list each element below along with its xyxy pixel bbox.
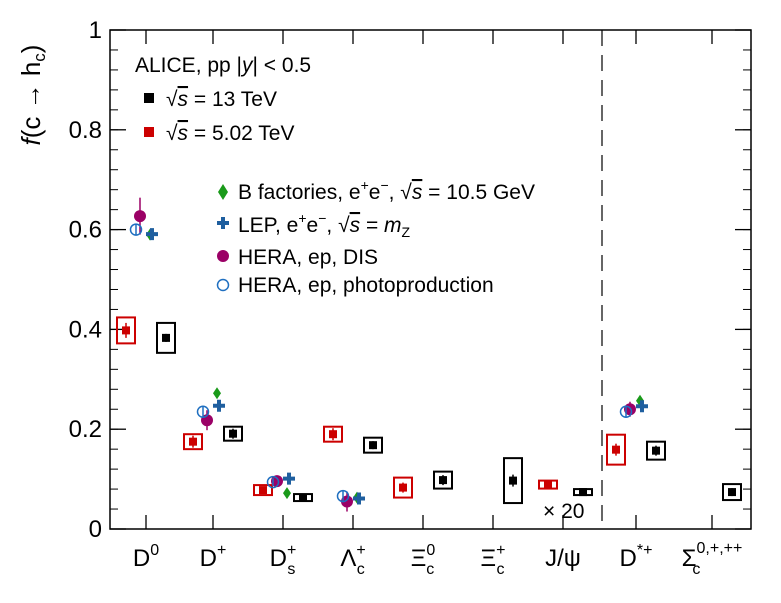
data-point <box>213 387 221 400</box>
y-tick-label: 1 <box>89 17 102 44</box>
data-point <box>196 405 210 418</box>
y-tick-label: 0.2 <box>69 416 102 443</box>
category-label-xicplus: Ξ+ c <box>481 542 506 578</box>
legend-top: ALICE, pp |y| < 0.5 √s = 13 TeV √s = 5.0… <box>135 54 311 145</box>
legend-label-bfactories: B factories, e+e−, √s = 10.5 GeV <box>238 177 535 204</box>
legend-marker-13tev <box>144 93 154 103</box>
data-point <box>369 441 377 450</box>
category-label-d0: D0 <box>133 542 159 572</box>
data-point <box>728 488 736 497</box>
x-axis-labels: D0 D+ D+ s Λ+ c Ξ0 c Ξ+ c J/ψ D*+ Σ0,+,++ c <box>133 540 742 578</box>
data-point <box>259 486 267 495</box>
data-point <box>652 446 660 455</box>
series-0 <box>156 321 742 505</box>
y-axis-title: f(c → hc) <box>16 45 49 146</box>
series-4 <box>134 197 636 512</box>
data-point <box>439 476 447 485</box>
data-point <box>619 405 633 418</box>
scale-annotation: × 20 <box>543 500 584 523</box>
legend-marker-hera-photo <box>216 278 230 292</box>
syst-box <box>606 433 626 466</box>
syst-box <box>722 483 742 502</box>
syst-box <box>156 321 176 354</box>
data-point <box>636 400 648 413</box>
legend-reference: B factories, e+e−, √s = 10.5 GeV LEP, e+… <box>216 177 535 297</box>
category-label-jpsi: J/ψ <box>545 545 581 572</box>
category-label-lambdac: Λ+ c <box>340 542 365 578</box>
y-tick-label: 0.8 <box>69 117 102 144</box>
legend-marker-502tev <box>144 127 154 137</box>
y-tick-label: 0 <box>89 516 102 543</box>
data-point <box>283 487 291 500</box>
syst-box <box>646 440 666 461</box>
category-label-dstar: D*+ <box>620 542 653 572</box>
data-point <box>229 429 237 438</box>
data-point <box>336 489 350 503</box>
legend-marker-lep <box>217 217 229 229</box>
legend-header: ALICE, pp |y| < 0.5 <box>135 54 311 77</box>
data-point <box>612 445 620 454</box>
y-tick-label: 0.4 <box>69 316 102 343</box>
data-point <box>189 437 197 446</box>
data-point <box>329 430 337 439</box>
syst-box <box>323 425 343 443</box>
category-label-ds: D+ s <box>270 542 297 578</box>
data-point <box>134 210 146 223</box>
y-axis-ticks: 0 0.2 0.4 0.6 0.8 1 <box>69 17 751 543</box>
data-point <box>341 495 353 508</box>
data-point <box>509 476 517 485</box>
data-point <box>162 333 170 342</box>
syst-box <box>183 433 203 451</box>
syst-box <box>363 436 383 454</box>
data-point <box>266 475 280 489</box>
legend-label-hera-dis: HERA, ep, DIS <box>238 246 378 269</box>
syst-box <box>223 425 243 442</box>
data-point <box>146 228 158 241</box>
legend-label-13tev: √s = 13 TeV <box>166 88 277 111</box>
data-point <box>129 223 143 236</box>
y-tick-label: 0.6 <box>69 217 102 244</box>
data-point <box>122 326 130 335</box>
plot-frame <box>109 29 752 530</box>
data-marks <box>116 197 742 512</box>
legend-marker-bfactories <box>218 184 228 200</box>
series-2 <box>146 228 644 504</box>
data-point <box>399 483 407 492</box>
legend-label-lep: LEP, e+e−, √s = mZ <box>238 210 411 240</box>
category-label-dplus: D+ <box>200 542 227 572</box>
data-point <box>271 475 283 488</box>
x-axis-ticks <box>145 30 713 529</box>
legend-label-502tev: √s = 5.02 TeV <box>166 122 294 145</box>
syst-box <box>393 476 413 499</box>
series-1 <box>116 316 626 499</box>
data-point <box>213 399 225 412</box>
syst-box <box>116 316 136 345</box>
syst-box <box>253 484 273 497</box>
series-3 <box>146 228 648 505</box>
category-label-xic0: Ξ0 c <box>411 542 436 578</box>
syst-box <box>503 457 523 505</box>
category-label-sigmac: Σ0,+,++ c <box>682 540 743 578</box>
legend-label-hera-photo: HERA, ep, photoproduction <box>238 274 494 297</box>
syst-box <box>433 470 453 490</box>
data-point <box>283 472 295 485</box>
data-point <box>544 480 552 489</box>
legend-marker-hera-dis <box>217 250 229 262</box>
data-point <box>353 492 365 505</box>
data-point <box>579 488 587 497</box>
data-point <box>299 493 307 502</box>
series-5 <box>129 223 633 503</box>
